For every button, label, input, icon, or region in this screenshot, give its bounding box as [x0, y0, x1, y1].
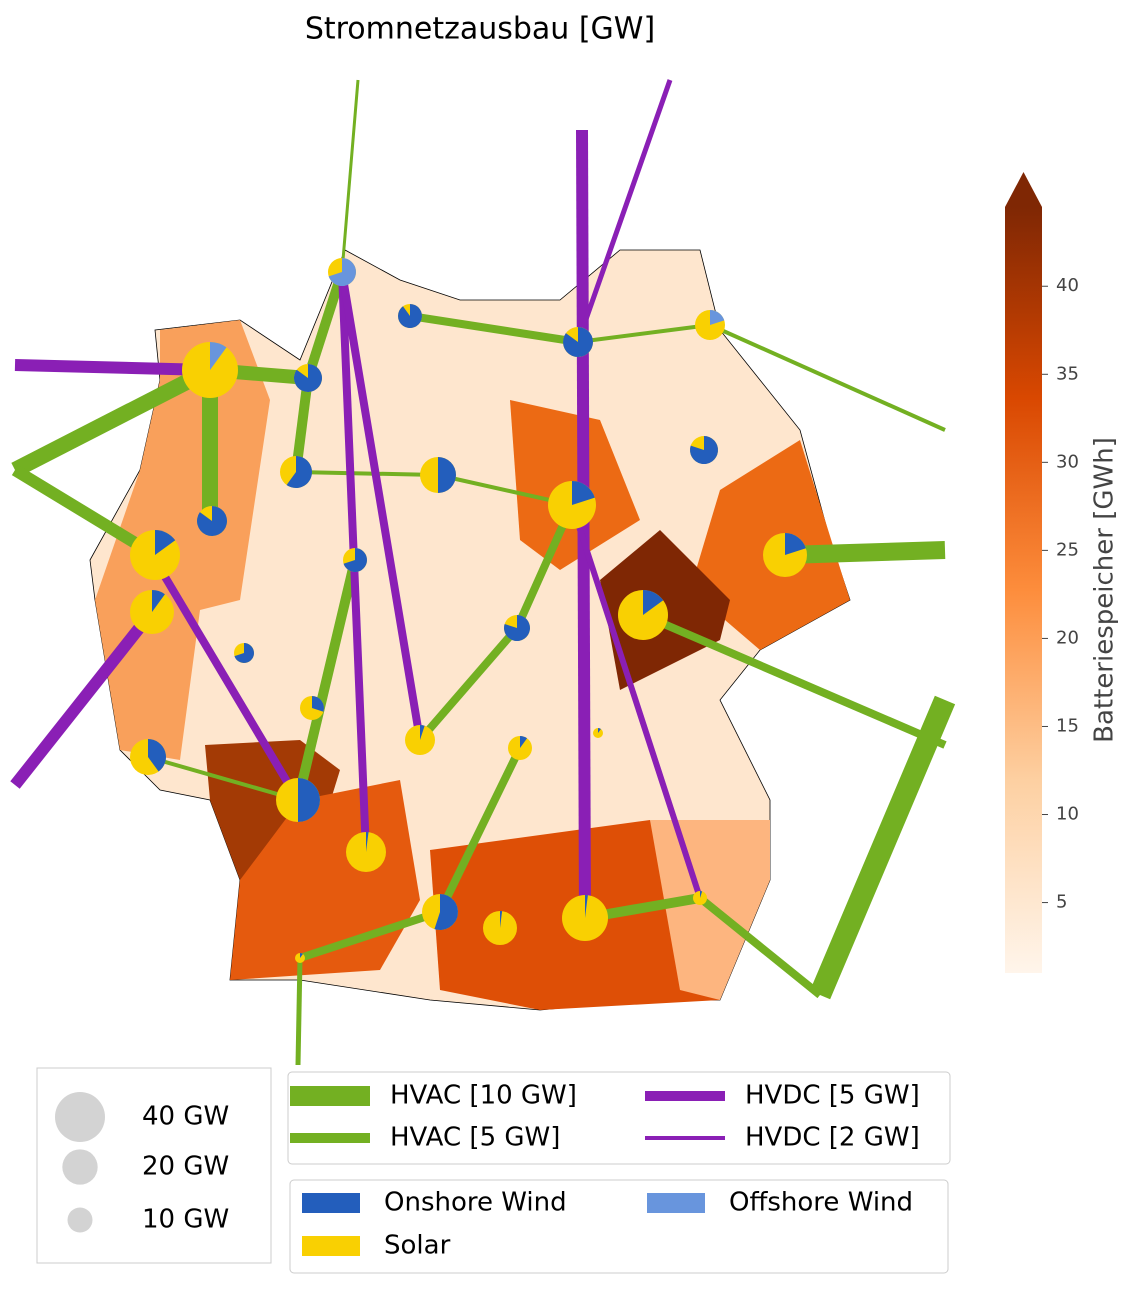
colorbar — [1005, 207, 1042, 973]
size-legend-circle — [67, 1207, 93, 1233]
line-legend-box — [287, 1071, 951, 1165]
pie-wedge — [286, 456, 312, 488]
pie-wedge — [312, 696, 324, 712]
size-legend-circle — [55, 1092, 105, 1142]
pie-wedge — [294, 364, 322, 393]
pie-wedge — [438, 457, 456, 493]
line-legend-label: HVDC [2 GW] — [745, 1123, 920, 1153]
region — [95, 320, 270, 760]
hvac-line — [409, 312, 579, 346]
carrier-legend-label: Solar — [384, 1231, 451, 1261]
pie-wedge — [563, 327, 594, 357]
pie-wedge — [197, 506, 228, 537]
grid-lines — [10, 79, 956, 1066]
pie-wedge — [210, 342, 227, 370]
colorbar-extend — [1005, 172, 1042, 207]
pie-wedge — [148, 739, 167, 772]
pie-wedge — [585, 895, 588, 918]
pie-wedge — [504, 615, 530, 641]
pie-wedge — [690, 436, 719, 465]
hvac-line — [298, 908, 442, 962]
pie-wedge — [397, 304, 422, 329]
hvdc-line — [148, 552, 302, 803]
pie-wedge — [572, 481, 595, 505]
pie-wedge — [710, 310, 725, 325]
hvac-line — [11, 362, 214, 478]
hvdc-line — [14, 359, 211, 376]
line-legend-label: HVAC [5 GW] — [390, 1123, 560, 1153]
carrier-legend-label: Onshore Wind — [384, 1188, 567, 1218]
hvac-line — [293, 558, 360, 802]
pie-wedge — [643, 590, 664, 615]
pie-wedge — [598, 728, 601, 733]
colorbar-tick-label: 20 — [1056, 627, 1079, 648]
title: Stromnetzausbau [GW] — [305, 12, 655, 47]
carrier-legend-swatch — [647, 1193, 705, 1213]
pie-wedge — [366, 832, 369, 852]
line-legend-label: HVAC [10 GW] — [390, 1081, 577, 1111]
colorbar-tick-label: 5 — [1056, 892, 1067, 913]
carrier-legend-box — [289, 1179, 949, 1274]
colorbar-tick-label: 40 — [1056, 275, 1079, 296]
hvac-line — [295, 470, 439, 477]
pie-wedge — [500, 911, 503, 928]
colorbar-label: Batteriespeicher [GWh] — [1090, 437, 1120, 743]
hvac-line — [697, 894, 823, 999]
pie-wedge — [520, 736, 528, 748]
hvac-line — [416, 625, 521, 743]
pie-wedge — [434, 894, 458, 930]
hvac-line — [809, 695, 956, 1000]
hvdc-line — [569, 504, 703, 899]
colorbar-tick-label: 35 — [1056, 363, 1079, 384]
pies — [130, 258, 807, 963]
hvac-line — [577, 323, 711, 344]
line-legend-label: HVDC [5 GW] — [745, 1081, 920, 1111]
carrier-legend-swatch — [302, 1236, 360, 1256]
size-legend-label: 40 GW — [142, 1102, 229, 1132]
pie-wedge — [700, 891, 703, 898]
pie-wedge — [155, 530, 176, 555]
pie-wedge — [300, 953, 303, 958]
colorbar-tick-label: 30 — [1056, 451, 1079, 472]
pie-wedge — [328, 258, 357, 286]
hvac-line — [641, 611, 947, 749]
pie-wedge — [152, 590, 165, 612]
size-legend-circle — [62, 1149, 98, 1185]
pie-wedge — [343, 548, 367, 572]
size-legend-label: 10 GW — [142, 1205, 229, 1235]
hvac-line — [784, 541, 946, 564]
colorbar-tick-label: 15 — [1056, 715, 1079, 736]
carrier-legend-swatch — [302, 1193, 360, 1213]
pie-wedge — [785, 533, 806, 555]
hvdc-line — [575, 79, 673, 343]
pie-wedge — [420, 725, 425, 740]
carrier-legend-label: Offshore Wind — [729, 1188, 913, 1218]
hvac-line — [295, 957, 303, 1066]
hvdc-line — [10, 608, 157, 789]
hvdc-line — [338, 271, 424, 741]
hvac-line — [709, 323, 946, 432]
colorbar-tick-label: 25 — [1056, 539, 1079, 560]
hvac-line — [147, 755, 299, 802]
hvac-line — [436, 746, 524, 914]
hvac-line — [11, 464, 159, 561]
hvac-line — [303, 270, 347, 380]
pie-wedge — [298, 778, 320, 822]
pie-wedge — [234, 643, 255, 663]
colorbar-tick-label: 10 — [1056, 804, 1079, 825]
hvac-line — [340, 79, 360, 273]
size-legend-label: 20 GW — [142, 1152, 229, 1182]
